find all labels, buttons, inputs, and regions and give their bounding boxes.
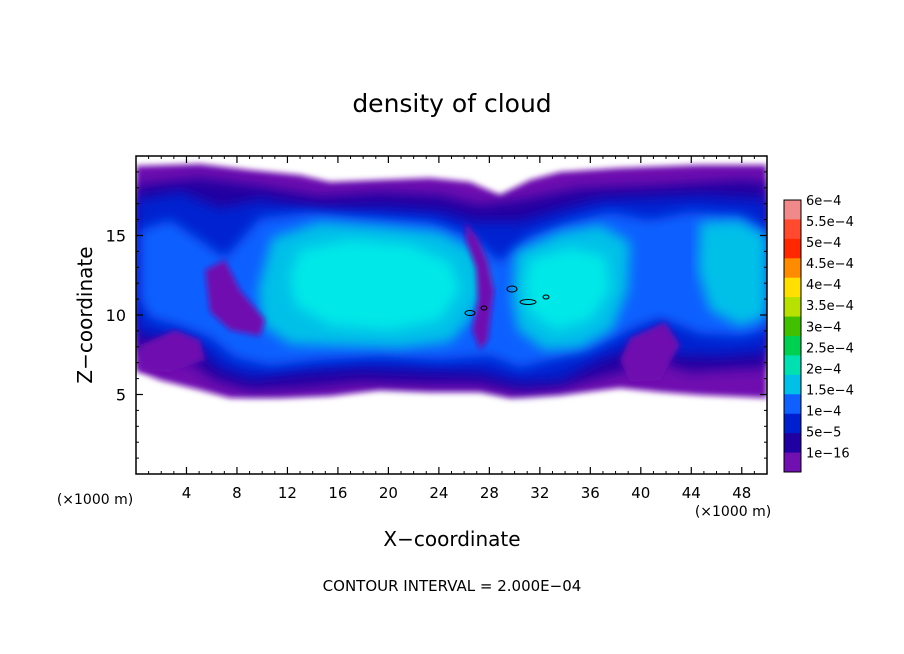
colorbar-swatch	[784, 277, 801, 298]
contour-5	[542, 294, 550, 300]
x-tick-label: 36	[581, 484, 600, 502]
colorbar-swatch	[784, 394, 801, 415]
x-tick-label: 40	[631, 484, 650, 502]
colorbar-swatch	[784, 219, 801, 240]
colorbar-label: 5e−5	[806, 426, 841, 441]
contour-2	[519, 299, 537, 305]
x-axis: 4 8 12 16 20 24 28 32 36 40 44 48	[148, 156, 755, 502]
x-axis-unit-right: (×1000 m)	[695, 504, 771, 520]
field-purple-streak4	[140, 330, 205, 372]
y-tick-label: 10	[106, 306, 126, 325]
x-tick-label: 8	[232, 484, 242, 502]
colorbar-label: 4e−4	[806, 278, 841, 293]
colorbar-label: 3.5e−4	[806, 299, 854, 314]
x-tick-label: 4	[182, 484, 192, 502]
contour-4	[480, 305, 488, 311]
x-tick-label: 28	[480, 484, 499, 502]
y-axis-label: Z−coordinate	[73, 246, 97, 383]
colorbar-swatch	[784, 258, 801, 279]
colorbar-swatch	[784, 452, 801, 473]
colorbar-label: 5e−4	[806, 236, 841, 251]
chart-title: density of cloud	[352, 89, 551, 118]
field-level5	[290, 240, 460, 330]
colorbar-label: 1e−4	[806, 404, 841, 419]
colorbar-frame	[783, 199, 802, 473]
x-tick-label: 24	[429, 484, 448, 502]
colorbar: 6e−4 5.5e−4 5e−4 4.5e−4 4e−4 3.5e−4 3e−4 2.5e−4…	[783, 194, 854, 473]
colorbar-swatch	[784, 433, 801, 454]
colorbar-label: 1.5e−4	[806, 383, 854, 398]
field-purple-streak2	[205, 260, 265, 336]
field-level5b	[525, 248, 610, 330]
contour-1	[506, 285, 518, 293]
y-tick-label: 15	[106, 227, 126, 246]
colorbar-swatch	[784, 238, 801, 259]
contour-3	[464, 310, 476, 316]
colorbar-swatch	[784, 336, 801, 356]
x-tick-label: 32	[530, 484, 549, 502]
field-purple-streak3	[620, 322, 680, 382]
contour-interval-note: CONTOUR INTERVAL = 2.000E−04	[323, 577, 582, 595]
colorbar-swatch	[784, 316, 801, 337]
x-tick-label: 44	[682, 484, 701, 502]
colorbar-label: 2e−4	[806, 362, 841, 377]
y-tick-label: 5	[116, 386, 126, 405]
cloud-field	[136, 164, 767, 398]
x-axis-label: X−coordinate	[383, 527, 520, 551]
x-axis-unit-left: (×1000 m)	[57, 492, 133, 508]
x-tick-label: 48	[732, 484, 751, 502]
colorbar-swatch	[784, 355, 801, 376]
x-tick-label: 12	[278, 484, 297, 502]
colorbar-label: 1e−16	[806, 447, 850, 462]
colorbar-label: 6e−4	[806, 194, 841, 209]
colorbar-label: 2.5e−4	[806, 341, 854, 356]
colorbar-swatch	[784, 413, 801, 434]
x-tick-label: 16	[328, 484, 347, 502]
y-axis: 5 10 15	[106, 171, 767, 459]
x-tick-label: 20	[379, 484, 398, 502]
colorbar-swatch	[784, 297, 801, 318]
colorbar-swatch	[784, 200, 801, 220]
colorbar-label: 5.5e−4	[806, 215, 854, 230]
colorbar-label: 3e−4	[806, 320, 841, 335]
field-purple-streak	[465, 222, 494, 350]
contour-lines	[464, 285, 550, 316]
colorbar-label: 4.5e−4	[806, 257, 854, 272]
colorbar-swatch	[784, 374, 801, 395]
field-level4c	[698, 220, 767, 326]
